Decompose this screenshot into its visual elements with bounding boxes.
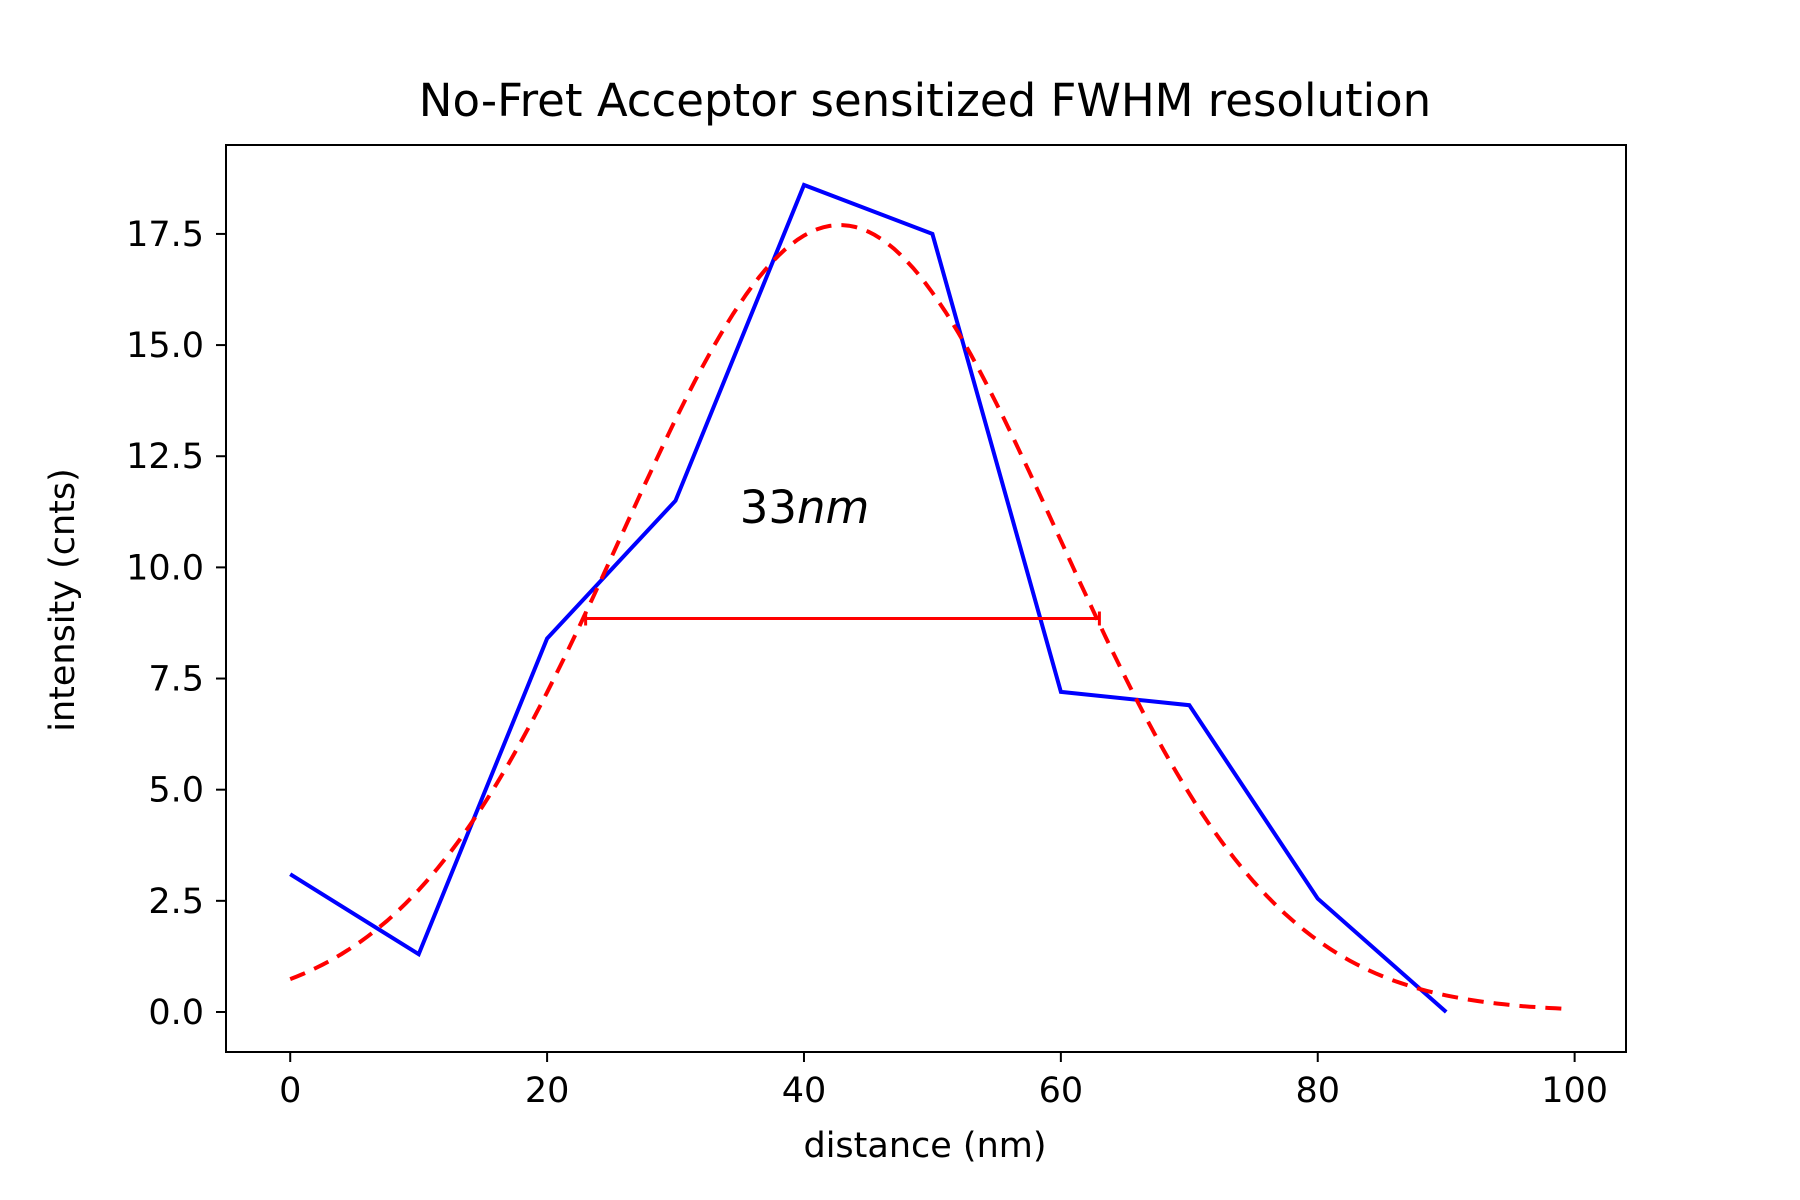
y-tick-label: 0.0 bbox=[148, 993, 204, 1033]
x-tick-label: 80 bbox=[1295, 1071, 1340, 1111]
y-axis: 0.0 2.5 5.0 7.5 10.0 12.5 15.0 17.5 bbox=[126, 215, 226, 1033]
fit-curve-line bbox=[289, 223, 1562, 1011]
fwhm-annotation-value: 33 bbox=[740, 481, 797, 534]
plot-frame bbox=[225, 144, 1627, 1053]
y-tick-label: 7.5 bbox=[148, 660, 204, 700]
plot-area bbox=[289, 182, 1562, 1014]
x-tick-label: 60 bbox=[1039, 1071, 1084, 1111]
y-tick-label: 5.0 bbox=[148, 771, 204, 811]
y-tick-label: 17.5 bbox=[126, 215, 204, 255]
measured-profile-line bbox=[289, 182, 1448, 1014]
x-tick-label: 0 bbox=[279, 1071, 301, 1111]
fwhm-annotation-unit: nm bbox=[797, 481, 869, 534]
fwhm-annotation: 33nm bbox=[740, 481, 870, 534]
y-axis-title: intensity (cnts) bbox=[43, 468, 83, 732]
x-tick-label: 20 bbox=[525, 1071, 570, 1111]
y-tick-label: 10.0 bbox=[126, 548, 204, 588]
chart-title: No-Fret Acceptor sensitized FWHM resolut… bbox=[419, 74, 1431, 127]
y-tick-label: 15.0 bbox=[126, 326, 204, 366]
y-tick-label: 2.5 bbox=[148, 882, 204, 922]
x-axis: 0 20 40 60 80 100 bbox=[279, 1052, 1608, 1111]
y-tick-label: 12.5 bbox=[126, 437, 204, 477]
annotations: 33nm bbox=[740, 481, 870, 534]
x-axis-title: distance (nm) bbox=[803, 1126, 1046, 1166]
x-tick-label: 40 bbox=[782, 1071, 827, 1111]
x-tick-label: 100 bbox=[1541, 1071, 1608, 1111]
